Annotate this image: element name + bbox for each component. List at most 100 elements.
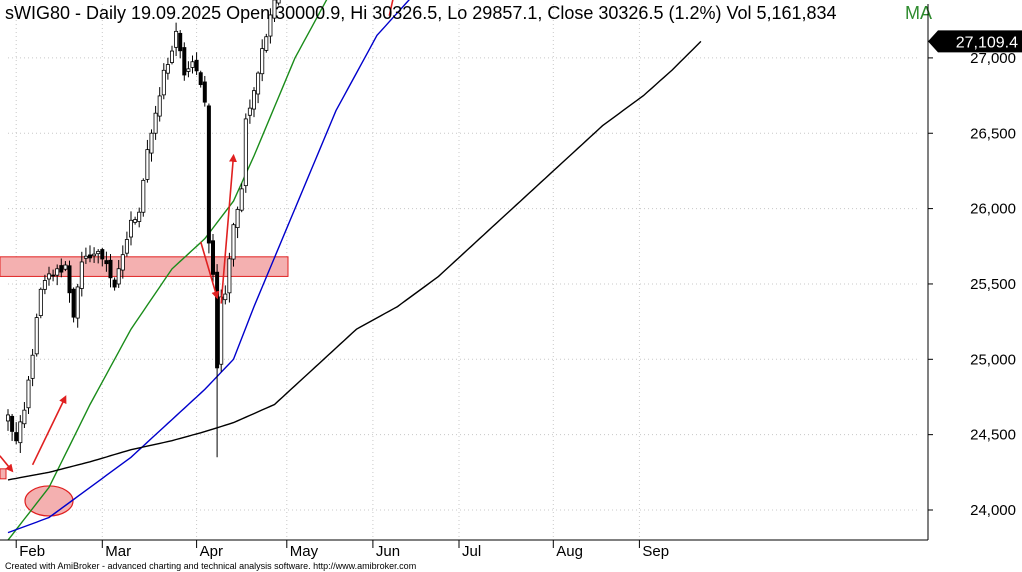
y-tick-label: 25,000 (970, 351, 1016, 368)
ma-badge-3-label: 27,109.4 (956, 34, 1018, 51)
candle-body (22, 409, 27, 425)
candle-body (210, 240, 215, 275)
moving-averages (7, 0, 702, 541)
candle-body (55, 268, 60, 276)
y-tick-label: 26,000 (970, 201, 1016, 218)
candle-body (219, 296, 224, 365)
candle-body (51, 274, 56, 277)
candle-body (120, 254, 125, 271)
candle-body (198, 72, 203, 86)
trend-arrow (199, 241, 220, 300)
candle-body (272, 0, 277, 19)
candle-body (47, 273, 52, 280)
candle-body (161, 69, 166, 96)
candle-body (145, 149, 150, 180)
left-marker (0, 468, 7, 480)
y-tick-label: 25,500 (970, 276, 1016, 293)
x-tick-label: Sep (642, 543, 669, 560)
candle-body (100, 249, 105, 260)
candle-body (14, 432, 19, 442)
candle-body (268, 14, 273, 37)
candle-body (186, 68, 191, 72)
trend-arrow (220, 153, 237, 304)
y-axis: 24,000 24,500 25,000 25,500 26,000 26,500 27,0… (927, 4, 1016, 540)
y-tick-label: 24,500 (970, 427, 1016, 444)
candle-body (124, 239, 129, 254)
candle-body (165, 64, 170, 74)
chart-title: sWIG80 - Daily 19.09.2025 Open 30000.9, … (5, 3, 837, 23)
candle-body (231, 224, 236, 260)
x-tick-label: Mar (105, 543, 131, 560)
candle-body (264, 36, 269, 51)
candle-body (133, 219, 138, 223)
candle-body (10, 415, 15, 432)
y-tick-label: 24,000 (970, 502, 1016, 519)
candle-body (128, 219, 133, 238)
x-tick-label: May (290, 543, 319, 560)
candle-body (223, 293, 228, 301)
x-tick-label: Aug (556, 543, 583, 560)
x-tick-label: Jun (376, 543, 400, 560)
highlight-ellipse (24, 485, 74, 517)
ma-line-2 (7, 0, 410, 534)
candle-body (260, 48, 265, 75)
candlesticks (6, 0, 281, 458)
candle-body (251, 90, 256, 110)
candle-body (137, 211, 142, 222)
candle-body (83, 255, 88, 259)
x-tick-label: Apr (200, 543, 223, 560)
candle-body (96, 250, 101, 255)
candle-body (247, 107, 252, 116)
candle-body (169, 50, 174, 63)
support-zone (0, 256, 289, 517)
candle-body (215, 271, 220, 369)
candle-body (75, 286, 80, 319)
ma-label: MA (905, 3, 932, 23)
candle-body (59, 265, 64, 273)
candle-body (141, 179, 146, 213)
candle-body (6, 414, 11, 422)
candle-body (243, 118, 248, 187)
ma-line-1 (7, 0, 328, 541)
x-tick-label: Jul (462, 543, 481, 560)
candle-body (202, 81, 207, 103)
candle-body (239, 188, 244, 211)
candle-body (227, 258, 232, 294)
support-zone-rect (0, 256, 289, 277)
candle-body (67, 265, 72, 294)
candle-body (206, 105, 211, 244)
candle-body (34, 317, 39, 355)
trend-arrow (388, 0, 394, 16)
footer-credit: Created with AmiBroker - advanced charti… (5, 561, 416, 571)
x-axis: Feb Mar Apr May Jun Jul Aug Sep (0, 539, 928, 560)
candle-body (112, 279, 117, 288)
ma-line-3 (7, 40, 702, 481)
candle-body (235, 209, 240, 228)
candle-body (190, 61, 195, 68)
ma-badge-3-bg (928, 30, 1022, 53)
candle-body (71, 288, 76, 318)
trend-arrow (31, 395, 67, 466)
trend-arrow (0, 455, 14, 473)
candle-body (26, 379, 31, 409)
candle-body (256, 72, 261, 95)
candle-body (104, 260, 109, 265)
y-tick-label: 26,500 (970, 125, 1016, 142)
candle-body (30, 354, 35, 379)
value-badges: 30,326.529,426.528,971.527,109.4 (928, 30, 1022, 53)
candle-body (116, 268, 121, 285)
candle-body (149, 132, 154, 154)
candle-body (18, 421, 23, 444)
candle-body (92, 253, 97, 257)
candle-body (194, 59, 199, 72)
candle-body (182, 47, 187, 76)
candle-body (153, 112, 158, 134)
candle-body (42, 280, 47, 290)
candle-body (63, 264, 68, 270)
candle-body (276, 0, 281, 4)
candle-body (157, 95, 162, 117)
candle-body (178, 32, 183, 52)
candle-body (88, 254, 93, 259)
candle-body (79, 261, 84, 289)
